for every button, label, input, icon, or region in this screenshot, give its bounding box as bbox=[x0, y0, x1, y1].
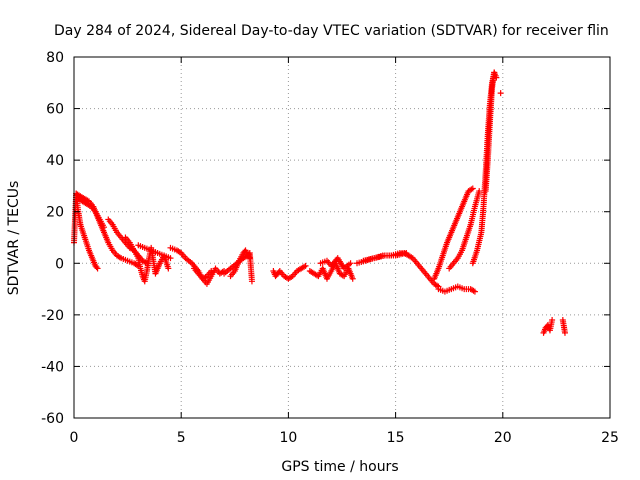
data-point bbox=[167, 255, 174, 262]
data-point bbox=[403, 249, 410, 256]
data-point bbox=[549, 317, 556, 324]
data-point bbox=[246, 255, 253, 262]
plot-frame bbox=[73, 56, 611, 419]
data-point bbox=[561, 329, 568, 336]
y-tick-label: -60 bbox=[41, 411, 64, 427]
data-point bbox=[471, 288, 478, 295]
y-tick-label: 60 bbox=[46, 102, 64, 118]
y-tick-label: 20 bbox=[46, 205, 64, 221]
data-point bbox=[208, 268, 215, 275]
x-tick-label: 10 bbox=[279, 430, 297, 446]
data-point bbox=[302, 262, 309, 269]
data-point bbox=[101, 224, 108, 231]
y-tick-label: -20 bbox=[41, 308, 64, 324]
x-tick-label: 15 bbox=[387, 430, 405, 446]
x-axis-label: GPS time / hours bbox=[281, 459, 398, 475]
x-tick-labels: 0 5 10 15 20 25 bbox=[70, 430, 619, 446]
data-point bbox=[491, 69, 498, 76]
x-tick-label: 20 bbox=[494, 430, 512, 446]
ticks bbox=[73, 56, 611, 419]
y-tick-label: -40 bbox=[41, 359, 64, 375]
data-point bbox=[93, 264, 100, 271]
y-tick-labels: -60 -40 -20 0 20 40 60 80 bbox=[41, 50, 64, 427]
y-tick-label: 40 bbox=[46, 153, 64, 169]
y-axis-label: SDTVAR / TECUs bbox=[6, 181, 22, 296]
data-point bbox=[347, 260, 354, 267]
y-tick-label: 80 bbox=[46, 50, 64, 66]
data-point bbox=[497, 90, 504, 97]
data-point bbox=[165, 265, 172, 272]
x-tick-label: 0 bbox=[70, 430, 79, 446]
data-point bbox=[469, 185, 476, 192]
chart-title: Day 284 of 2024, Sidereal Day-to-day VTE… bbox=[54, 23, 609, 39]
data-point bbox=[349, 275, 356, 282]
data-marks bbox=[71, 69, 568, 336]
x-tick-label: 5 bbox=[177, 430, 186, 446]
data-point bbox=[248, 278, 255, 285]
y-tick-label: 0 bbox=[55, 256, 64, 272]
data-point bbox=[493, 74, 500, 81]
data-point bbox=[476, 188, 483, 195]
x-tick-label: 25 bbox=[601, 430, 619, 446]
data-point bbox=[94, 265, 101, 272]
